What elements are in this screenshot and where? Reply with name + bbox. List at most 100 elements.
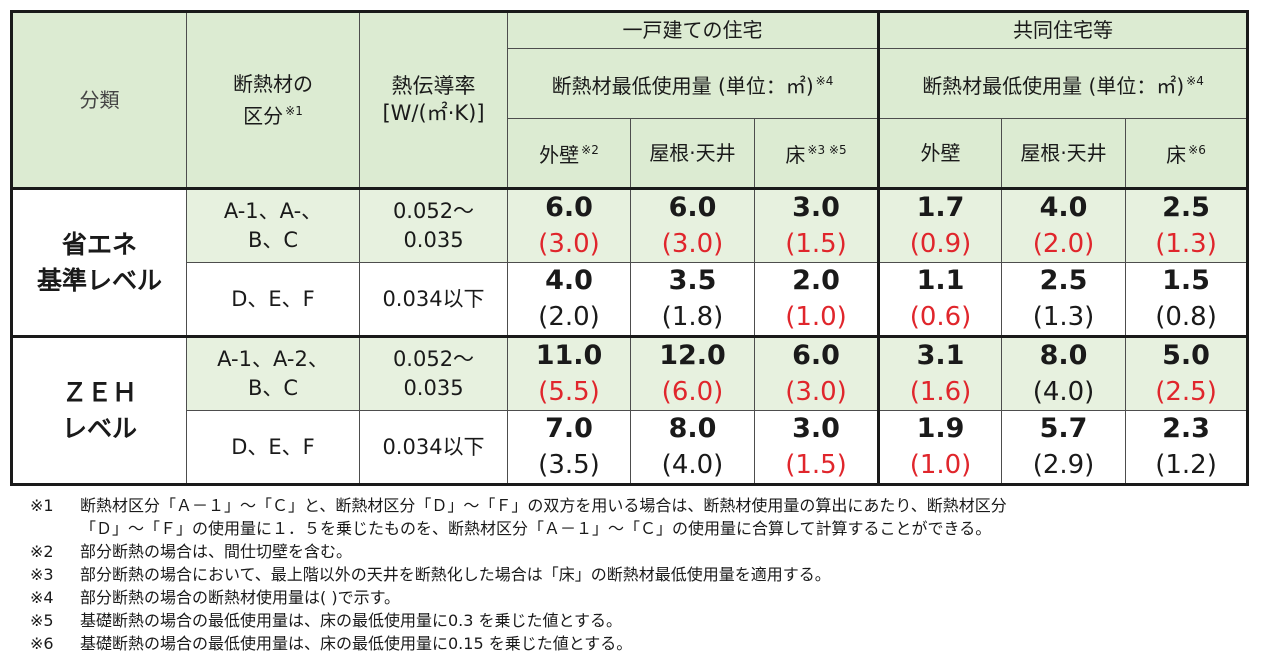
footnote-text: 基礎断熱の場合の最低使用量は、床の最低使用量に0.15 を乗じた値とする。 xyxy=(80,634,633,653)
category-line2: レベル xyxy=(61,413,137,443)
partial-usage-value: (3.0) xyxy=(785,377,847,407)
partial-usage-value: (1.6) xyxy=(909,377,972,407)
table-row: ＺＥＨ レベル A-1、A-2、 B、C 0.052～ 0.035 11.0 (5.… xyxy=(11,336,1249,485)
usage-value-cell: 1.1 (0.6) xyxy=(878,262,1003,338)
usage-value-cell: 2.5 (1.3) xyxy=(1001,262,1127,338)
table-row: 省エネ 基準レベル A-1、A-、 B、C 0.052～ 0.035 6.0 (3.… xyxy=(11,188,1249,338)
usage-value-cell: 2.5 (1.3) xyxy=(1125,188,1249,263)
conductivity-line2: 0.035 xyxy=(403,228,464,252)
usage-value-cell: 6.0 (3.0) xyxy=(630,188,755,263)
header-min-usage-detached: 断熱材最低使用量 (単位：㎡) ※4 xyxy=(506,48,881,119)
partial-usage-value: (1.0) xyxy=(909,450,972,480)
usage-value: 2.5 xyxy=(1039,265,1088,296)
usage-value-cell: 3.5 (1.8) xyxy=(630,262,755,338)
header-collective-floor: 床 ※6 xyxy=(1125,118,1249,190)
usage-value: 2.5 xyxy=(1162,192,1210,223)
footnote-text: 「Ｄ」～「Ｆ」の使用量に１．５を乗じたものを、断熱材区分「Ａ－１」～「Ｃ」の使用… xyxy=(80,519,992,538)
usage-value-cell: 5.7 (2.9) xyxy=(1001,410,1127,485)
usage-value-cell: 6.0 (3.0) xyxy=(753,336,881,411)
usage-value: 5.0 xyxy=(1162,340,1210,371)
header-detached-floor: 床 ※3 ※5 xyxy=(753,118,881,190)
usage-value: 2.3 xyxy=(1162,413,1210,444)
partial-usage-value: (3.0) xyxy=(661,229,724,259)
partial-usage-value: (1.5) xyxy=(785,229,847,259)
conductivity-cell: 0.034以下 xyxy=(359,410,508,485)
usage-value: 1.1 xyxy=(916,265,965,296)
footnote-mark: ※6 xyxy=(30,634,54,653)
table-row: D、E、F 0.034以下 4.0 (2.0) 3.5 (1.8) 2.0 (1… xyxy=(12,262,1249,338)
header-collective-floor-note: ※6 xyxy=(1188,143,1206,157)
header-collective-roof: 屋根·天井 xyxy=(1001,118,1127,190)
partial-usage-value: (4.0) xyxy=(1032,377,1095,407)
partial-usage-value: (2.0) xyxy=(1032,229,1095,259)
header-conductivity: 熱伝導率 [W/(㎡·K)] xyxy=(359,11,508,190)
header-collective-floor-label: 床 xyxy=(1166,143,1187,167)
header-row-2: 断熱材最低使用量 (単位：㎡) ※4 断熱材最低使用量 (単位：㎡) ※4 xyxy=(12,48,1249,119)
usage-value-cell: 5.0 (2.5) xyxy=(1125,336,1249,411)
header-collective-roof-label: 屋根·天井 xyxy=(1020,140,1107,165)
usage-value-cell: 1.7 (0.9) xyxy=(878,188,1003,263)
insulation-class-line1: D、E、F xyxy=(231,286,315,311)
header-collective-house: 共同住宅等 xyxy=(878,11,1249,49)
header-conductivity-line1: 熱伝導率 xyxy=(391,74,476,98)
partial-usage-value: (2.5) xyxy=(1155,377,1217,407)
footnote-line: ※4 部分断熱の場合の断熱材使用量は( )で示す。 xyxy=(30,586,1255,609)
usage-value: 3.5 xyxy=(668,265,717,296)
insulation-class-cell: D、E、F xyxy=(186,410,360,485)
usage-value: 11.0 xyxy=(535,340,603,371)
footnote-line: ※5 基礎断熱の場合の最低使用量は、床の最低使用量に0.3 を乗じた値とする。 xyxy=(30,609,1255,632)
usage-value-cell: 1.5 (0.8) xyxy=(1125,262,1249,338)
partial-usage-value: (6.0) xyxy=(661,377,724,407)
usage-value-cell: 7.0 (3.5) xyxy=(507,410,631,485)
usage-value: 3.1 xyxy=(916,340,965,371)
footnote-line: ※6 基礎断熱の場合の最低使用量は、床の最低使用量に0.15 を乗じた値とする。 xyxy=(30,632,1255,655)
usage-value: 1.9 xyxy=(916,413,965,444)
partial-usage-value: (2.9) xyxy=(1032,450,1095,480)
category-cell: ＺＥＨ レベル xyxy=(11,336,187,485)
usage-value-cell: 3.1 (1.6) xyxy=(878,336,1003,411)
header-insulation-class: 断熱材の 区分 ※1 xyxy=(186,11,360,190)
footnote-text: 断熱材区分「Ａ－１」～「Ｃ」と、断熱材区分「Ｄ」～「Ｆ」の双方を用いる場合は、断… xyxy=(80,496,1007,515)
partial-usage-value: (1.2) xyxy=(1155,450,1217,480)
insulation-class-line2: B、C xyxy=(247,376,299,400)
conductivity-line1: 0.052～ xyxy=(392,347,475,371)
insulation-class-line2: B、C xyxy=(247,228,299,252)
usage-value: 1.7 xyxy=(916,192,965,223)
footnote-mark: ※5 xyxy=(30,611,54,630)
usage-value-cell: 2.0 (1.0) xyxy=(753,262,881,338)
usage-value-cell: 1.9 (1.0) xyxy=(878,410,1003,485)
insulation-class-cell: D、E、F xyxy=(186,262,360,338)
table-row: D、E、F 0.034以下 7.0 (3.5) 8.0 (4.0) 3.0 (1… xyxy=(12,410,1249,485)
footnote-text: 基礎断熱の場合の最低使用量は、床の最低使用量に0.3 を乗じた値とする。 xyxy=(80,611,623,630)
footnote-mark: ※2 xyxy=(30,542,54,561)
usage-value-cell: 4.0 (2.0) xyxy=(507,262,631,338)
header-min-usage-collective-note: ※4 xyxy=(1186,73,1204,88)
header-collective-wall: 外壁 xyxy=(878,118,1003,190)
conductivity-cell: 0.052～ 0.035 xyxy=(359,188,508,263)
usage-value-cell: 11.0 (5.5) xyxy=(507,336,631,411)
usage-value: 6.0 xyxy=(792,340,840,371)
header-insulation-class-note: ※1 xyxy=(285,103,303,118)
header-detached-floor-label: 床 xyxy=(785,143,806,167)
insulation-class-line1: A-1、A-2、 xyxy=(217,347,329,371)
insulation-class-line1: D、E、F xyxy=(231,434,315,459)
usage-value-cell: 12.0 (6.0) xyxy=(630,336,755,411)
partial-usage-value: (0.6) xyxy=(909,302,972,332)
header-min-usage-collective: 断熱材最低使用量 (単位：㎡) ※4 xyxy=(878,48,1249,119)
header-detached-wall-label: 外壁 xyxy=(539,143,580,167)
usage-value: 8.0 xyxy=(668,413,717,444)
header-detached-house-label: 一戸建ての住宅 xyxy=(622,18,763,42)
table-body: 分類 断熱材の 区分 ※1 熱伝導率 [W/(㎡·K)] 一戸建ての住宅 共同住宅… xyxy=(11,11,1249,485)
header-min-usage-detached-note: ※4 xyxy=(815,73,834,88)
header-detached-roof-label: 屋根·天井 xyxy=(649,140,736,165)
usage-value: 12.0 xyxy=(659,340,726,371)
partial-usage-value: (1.0) xyxy=(785,302,847,332)
header-detached-wall: 外壁 ※2 xyxy=(507,118,631,190)
category-line2: 基準レベル xyxy=(36,265,162,295)
usage-value-cell: 8.0 (4.0) xyxy=(1001,336,1127,411)
insulation-usage-table: 分類 断熱材の 区分 ※1 熱伝導率 [W/(㎡·K)] 一戸建ての住宅 共同住宅… xyxy=(10,10,1250,486)
usage-value: 7.0 xyxy=(545,413,593,444)
usage-value: 3.0 xyxy=(792,192,840,223)
partial-usage-value: (0.8) xyxy=(1155,302,1217,332)
conductivity-line2: 0.035 xyxy=(403,376,464,400)
